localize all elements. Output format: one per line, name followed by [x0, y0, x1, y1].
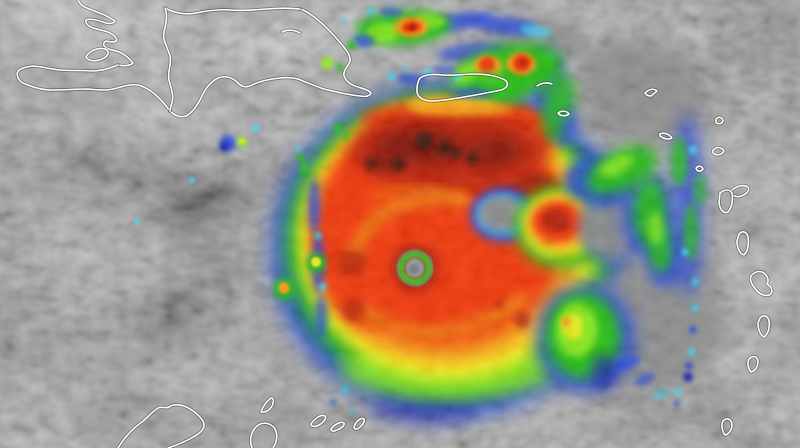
coast-st-kitts-nevis-outline — [659, 132, 673, 140]
coast-round-islet-outline — [249, 422, 278, 448]
coast-st-croix-outline — [557, 110, 570, 117]
coast-isla-margarita-outline — [117, 403, 205, 448]
coast-testigos-b-outline — [330, 421, 345, 432]
coast-testigos-c-outline — [353, 417, 366, 430]
coast-martinique-outline — [749, 270, 773, 297]
coast-antigua-outline — [712, 146, 725, 156]
coast-virgin-islands-outline — [536, 82, 553, 87]
coast-la-blanquilla-outline — [260, 397, 275, 413]
coast-guadeloupe-basse-terre-outline — [718, 189, 734, 214]
coast-guadeloupe-grande-terre-outline — [730, 184, 750, 198]
coastline-layer — [15, 0, 774, 448]
coast-st-lucia-outline — [757, 315, 771, 338]
coast-grenada-outline — [721, 418, 733, 436]
coast-testigos-a-outline — [310, 414, 327, 428]
coast-montserrat-outline — [695, 165, 704, 172]
coast-gonave-island-outline — [85, 47, 109, 62]
coast-barbuda-outline — [715, 116, 724, 125]
coast-haiti-north-coast-outline — [77, 0, 134, 67]
coast-haiti-dr-border-outline — [162, 7, 174, 112]
coast-dominica-outline — [736, 231, 750, 256]
coast-puerto-rico-outline — [416, 73, 509, 102]
coast-tiburon-peninsula-outline — [16, 64, 171, 112]
coast-st-vincent-outline — [747, 355, 759, 373]
coast-samana-peninsula-outline — [281, 29, 301, 34]
coast-dr-south-east-coast-outline — [169, 8, 372, 118]
coast-dr-north-coast-outline — [164, 7, 301, 15]
coast-anguilla-st-martin-outline — [644, 88, 658, 97]
